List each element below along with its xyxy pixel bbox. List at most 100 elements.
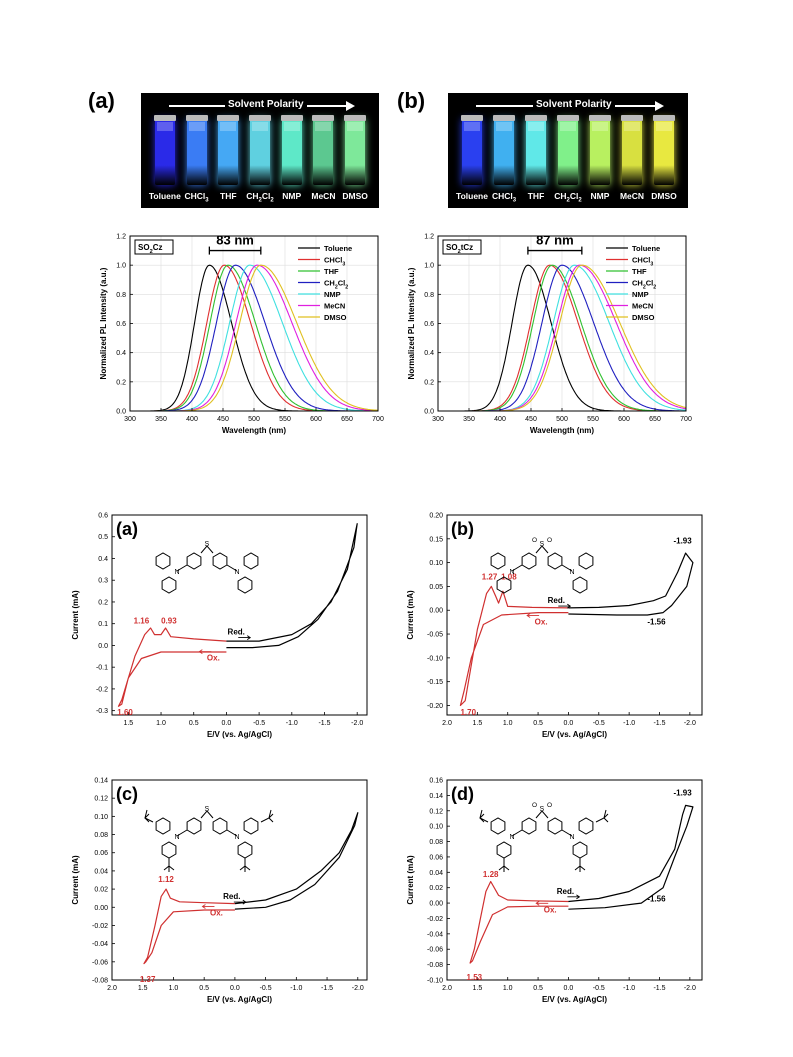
y-tick-label: 0.02 [429, 885, 443, 892]
scan-direction-arrow [558, 603, 572, 609]
ring [186, 552, 202, 570]
x-tick-label: -0.5 [260, 985, 272, 992]
y-tick-label: 0.12 [94, 796, 108, 803]
ring [237, 841, 253, 859]
data-label: Red. [228, 628, 245, 637]
x-tick-label: 350 [463, 416, 475, 423]
x-tick-label: 0.5 [189, 720, 199, 727]
y-tick-label: 0.06 [429, 854, 443, 861]
legend-label: CH2Cl2 [632, 279, 656, 291]
vial [185, 115, 208, 185]
data-label: 0.93 [161, 617, 177, 626]
x-tick-label: 0.0 [222, 720, 232, 727]
nitrogen-atom: N [510, 834, 515, 841]
vial-cap [185, 115, 208, 121]
data-label: -1.56 [647, 618, 666, 627]
y-tick-label: 0.5 [98, 534, 108, 541]
y-tick-label: -0.2 [96, 686, 108, 693]
x-tick-label: -0.5 [253, 720, 265, 727]
sulfur-atom: S [205, 541, 210, 548]
y-tick-label: 0.6 [424, 321, 434, 328]
x-tick-label: 650 [341, 416, 353, 423]
x-tick-label: 450 [525, 416, 537, 423]
ring [200, 545, 214, 554]
panel-label-a-top: (a) [88, 88, 115, 113]
data-label: -1.93 [673, 537, 692, 546]
legend-label: Toluene [632, 244, 660, 253]
y-tick-label: 1.0 [424, 263, 434, 270]
molecule-structure [490, 545, 594, 594]
ring [161, 841, 177, 859]
y-tick-label: -0.15 [427, 679, 443, 686]
molecule-structure [479, 809, 609, 872]
vial [344, 115, 367, 185]
x-tick-label: 1.0 [503, 720, 513, 727]
x-tick-label: -1.5 [321, 985, 333, 992]
cv-curve-reduction [226, 523, 358, 649]
bond [561, 829, 573, 837]
nitrogen-atom: N [570, 834, 575, 841]
nitrogen-atom: N [570, 569, 575, 576]
y-tick-label: 0.08 [94, 832, 108, 839]
vial-tag [220, 122, 237, 131]
y-tick-label: 0.14 [429, 793, 443, 800]
ring [578, 817, 594, 835]
y-tick-label: -0.02 [427, 916, 443, 923]
x-tick-label: 0.0 [564, 720, 574, 727]
vial-tag [592, 122, 608, 131]
x-tick-label: 1.5 [472, 985, 482, 992]
y-axis-label: Current (mA) [406, 855, 415, 905]
ring [212, 817, 228, 835]
ring [572, 576, 588, 594]
cv-curve-reduction [234, 812, 359, 910]
y-tick-label: 1.2 [424, 234, 434, 241]
bond [561, 564, 573, 572]
oxygen-atom: O [547, 802, 552, 809]
oxygen-atom: O [532, 537, 537, 544]
y-tick-label: 0.3 [98, 578, 108, 585]
data-label: 1.70 [460, 708, 476, 717]
ring [155, 552, 171, 570]
ring [521, 552, 537, 570]
bond [511, 829, 523, 837]
x-tick-label: -1.0 [290, 985, 302, 992]
cv-curve-reduction [568, 804, 694, 910]
y-tick-label: 0.05 [429, 584, 443, 591]
y-axis-label: Normalized PL Intensity (a.u.) [99, 267, 108, 379]
vial [557, 115, 579, 185]
vial-tag [528, 122, 544, 131]
tbutyl [498, 858, 510, 872]
legend-label: NMP [632, 290, 649, 299]
data-label: 1.12 [158, 875, 174, 884]
scan-direction-arrow [535, 900, 549, 906]
x-tick-label: 1.5 [123, 720, 133, 727]
y-tick-label: 0.00 [429, 608, 443, 615]
data-label: Red. [223, 892, 240, 901]
data-label: 1.08 [501, 572, 517, 581]
legend-label: THF [324, 267, 339, 276]
vial [312, 115, 335, 185]
molecule-structure [144, 809, 274, 872]
x-tick-label: 650 [649, 416, 661, 423]
vial-cap [621, 115, 643, 121]
data-label: 1.60 [117, 708, 133, 717]
bond [176, 829, 188, 837]
ring [200, 810, 214, 819]
scan-direction-arrow [567, 894, 581, 900]
ring [186, 817, 202, 835]
vial-cap [493, 115, 515, 121]
legend-label: MeCN [632, 302, 653, 311]
x-tick-label: -1.5 [653, 720, 665, 727]
ring [535, 810, 549, 819]
scan-direction-arrow [526, 613, 540, 618]
ring [212, 552, 228, 570]
scan-direction-arrow [198, 649, 212, 655]
x-tick-label: 700 [680, 416, 692, 423]
x-tick-label: 300 [432, 416, 444, 423]
x-tick-label: 0.5 [533, 985, 543, 992]
vial-label: DMSO [342, 191, 368, 201]
x-tick-label: -0.5 [593, 985, 605, 992]
vial [280, 115, 303, 185]
y-tick-label: 0.15 [429, 536, 443, 543]
y-tick-label: -0.06 [427, 947, 443, 954]
